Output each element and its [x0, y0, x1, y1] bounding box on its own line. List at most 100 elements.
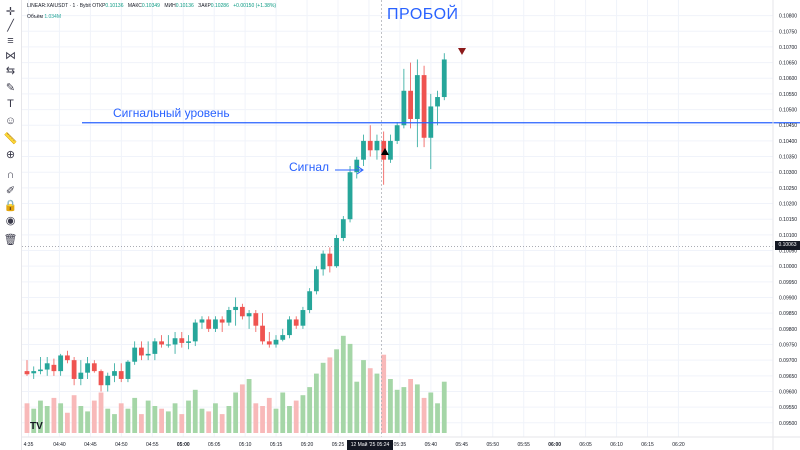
volume-bar	[226, 406, 232, 433]
trash-icon[interactable]: 🗑	[3, 234, 18, 246]
current-price-label: 0.10063	[775, 241, 800, 250]
magnet-icon[interactable]: ∩	[6, 168, 15, 181]
volume-bar	[307, 387, 313, 433]
pattern-icon[interactable]: ⋈	[5, 50, 16, 62]
candle-body	[172, 338, 178, 345]
time-tick-label: 04:45	[84, 442, 97, 448]
volume-bar	[78, 406, 84, 433]
text-icon[interactable]: T	[7, 97, 14, 110]
candle-body	[280, 335, 286, 340]
lock-draw-icon[interactable]: ✐	[5, 185, 16, 197]
volume-bar	[44, 406, 50, 433]
time-tick-label: 05:40	[425, 442, 438, 448]
candle-body	[374, 140, 380, 151]
tradingview-logo[interactable]: TV	[30, 421, 43, 432]
volume-bar	[239, 384, 245, 433]
candle-body	[125, 361, 131, 379]
brush-icon[interactable]: ✎	[5, 82, 16, 94]
candle-body	[441, 59, 447, 98]
volume-legend: Объём 1.034M	[27, 14, 61, 20]
time-tick-label: 04:50	[115, 442, 128, 448]
ruler-icon[interactable]: 📏	[3, 133, 18, 145]
price-tick-label: 0.10050	[779, 249, 797, 255]
time-tick-label: 05:15	[270, 442, 283, 448]
candle-body	[85, 363, 90, 373]
fib-icon[interactable]: ≡	[7, 34, 14, 47]
volume-bar	[428, 392, 434, 433]
volume-bar	[388, 379, 393, 433]
candle-body	[401, 90, 407, 126]
candle-body	[233, 306, 239, 311]
volume-bar	[253, 403, 259, 433]
drawing-toolbar: ✛ ╱ ≡ ⋈ ⇆ ✎ T ☺ 📏 ⊕ ∩ ✐ 🔒 ◉ 🗑	[0, 0, 22, 450]
price-tick-label: 0.10000	[779, 264, 797, 270]
candle-body	[159, 341, 164, 345]
signal-label[interactable]: Сигнал	[289, 160, 330, 174]
volume-bar	[98, 392, 104, 433]
price-tick-label: 0.09650	[779, 374, 797, 380]
price-tick-label: 0.10100	[779, 233, 797, 239]
crosshair-icon[interactable]: ✛	[5, 6, 16, 18]
candle-body	[361, 140, 366, 160]
volume-bar	[300, 395, 306, 433]
volume-bar	[179, 414, 185, 433]
lock-icon[interactable]: 🔒	[3, 200, 18, 212]
candle-body	[165, 344, 171, 346]
price-tick-label: 0.10550	[779, 92, 797, 98]
candle-body	[179, 338, 185, 343]
emoji-icon[interactable]: ☺	[4, 114, 17, 127]
price-tick-label: 0.10750	[779, 29, 797, 35]
signal-level-label[interactable]: Сигнальный уровень	[113, 106, 230, 120]
volume-bar	[313, 373, 319, 433]
candle-body	[139, 347, 144, 356]
price-tick-label: 0.10400	[779, 139, 797, 145]
candle-body	[58, 355, 64, 372]
volume-bar	[213, 403, 218, 433]
volume-bar	[260, 406, 265, 433]
volume-bar	[206, 411, 212, 433]
price-tick-label: 0.10650	[779, 61, 797, 67]
volume-label[interactable]: Объём	[27, 14, 43, 20]
volume-bar	[85, 411, 90, 433]
volume-bar	[186, 400, 191, 433]
time-tick-label: 05:50	[486, 442, 499, 448]
legend-header: LINEAR:XAIUSDT · 1 · Bybit ОТКР0.10136 М…	[27, 3, 279, 9]
time-tick-label: 05:35	[394, 442, 407, 448]
time-tick-label: 05:45	[456, 442, 469, 448]
price-tick-label: 0.10500	[779, 108, 797, 114]
projection-icon[interactable]: ⇆	[5, 65, 16, 77]
candle-body	[313, 269, 319, 292]
symbol-label[interactable]: LINEAR:XAIUSDT · 1 · Bybit	[27, 3, 91, 9]
zoom-icon[interactable]: ⊕	[5, 149, 16, 161]
volume-bar	[381, 354, 387, 433]
candle-body	[421, 75, 427, 138]
candle-body	[219, 319, 225, 323]
trend-line-icon[interactable]: ╱	[7, 20, 14, 32]
candle-body	[186, 341, 191, 343]
candle-body	[226, 310, 232, 323]
price-tick-label: 0.09900	[779, 296, 797, 302]
price-tick-label: 0.10700	[779, 45, 797, 51]
volume-bar	[374, 373, 380, 433]
candle-body	[435, 97, 440, 107]
time-tick-label: 04:55	[146, 442, 159, 448]
price-tick-label: 0.09850	[779, 311, 797, 317]
volume-bar	[347, 343, 353, 433]
volume-bar	[145, 400, 151, 433]
time-tick-label: 4:35	[24, 442, 34, 448]
volume-bar	[91, 400, 97, 433]
volume-bar	[408, 379, 414, 433]
signal-arrow-head[interactable]	[356, 165, 364, 175]
volume-bar	[401, 387, 407, 433]
time-tick-label: 05:00	[177, 442, 190, 448]
chart-canvas[interactable]: 0.10800 0.10750 0.10700 0.10650 0.10600 0.105…	[22, 0, 800, 450]
sell-marker-icon	[458, 48, 466, 55]
candle-body	[118, 371, 124, 379]
volume-bar	[280, 392, 286, 433]
candle-body	[145, 353, 151, 356]
candle-body	[334, 237, 339, 267]
volume-bar	[435, 403, 440, 433]
volume-bar	[354, 381, 360, 433]
eye-icon[interactable]: ◉	[5, 215, 16, 227]
candle-body	[38, 369, 43, 372]
